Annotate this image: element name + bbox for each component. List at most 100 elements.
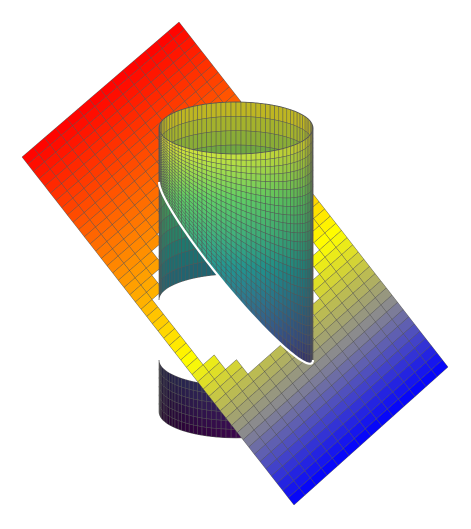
cylinder-lower-face	[177, 420, 182, 431]
cylinder-outer-face	[282, 164, 288, 174]
cylinder-outer-face	[286, 231, 291, 242]
cylinder-inner-face	[181, 237, 186, 254]
cylinder-outer-face	[296, 205, 301, 216]
cylinder-outer-face	[293, 241, 298, 251]
cylinder-outer-face	[299, 158, 303, 170]
cylinder-outer-face	[225, 153, 232, 160]
cylinder-outer-face	[274, 149, 280, 159]
cylinder-lower-face	[210, 419, 217, 429]
cylinder-outer-face	[290, 214, 295, 225]
cylinder-outer-face	[282, 238, 288, 249]
cylinder-lower-face	[206, 427, 212, 437]
cylinder-outer-face	[302, 222, 306, 233]
cylinder-outer-face	[299, 313, 303, 325]
cylinder-outer-face	[269, 189, 275, 198]
cylinder-outer-face	[304, 334, 308, 345]
cylinder-outer-face	[260, 173, 266, 182]
cylinder-outer-face	[250, 166, 257, 175]
cylinder-outer-face	[290, 162, 295, 173]
cylinder-outer-face	[286, 248, 291, 259]
cylinder-outer-face	[255, 180, 262, 189]
cylinder-lower-face	[206, 409, 212, 420]
cylinder-outer-face	[274, 220, 280, 231]
cylinder-outer-face	[269, 150, 275, 160]
cylinder-outer-face	[299, 186, 303, 198]
cylinder-outer-face	[306, 221, 310, 233]
cylinder-inner-face	[171, 269, 176, 286]
cylinder-outer-face	[286, 171, 291, 182]
cylinder-inner-face	[171, 226, 176, 243]
cylinder-outer-face	[286, 239, 291, 250]
cylinder-outer-face	[306, 145, 310, 158]
cylinder-outer-face	[278, 213, 284, 223]
cylinder-inner-face	[162, 260, 166, 278]
cylinder-inner-face	[162, 246, 166, 264]
cylinder-outer-face	[286, 154, 291, 165]
cylinder-lower-face	[197, 416, 203, 428]
cylinder-outer-face	[255, 152, 262, 161]
cylinder-inner-face	[245, 116, 252, 132]
cylinder-inner-face	[201, 261, 207, 277]
cylinder-outer-face	[293, 196, 298, 207]
cylinder-outer-face	[296, 241, 301, 252]
cylinder-inner-face	[201, 118, 207, 134]
cylinder-inner-face	[255, 116, 262, 133]
cylinder-inner-face	[265, 132, 271, 148]
cylinder-outer-face	[293, 205, 298, 216]
cylinder-lower-face	[171, 382, 176, 394]
cylinder-outer-face	[265, 151, 271, 160]
cylinder-inner-face	[304, 115, 308, 133]
cylinder-outer-face	[274, 157, 280, 167]
cylinder-lower-face	[171, 400, 176, 411]
cylinder-outer-face	[290, 240, 295, 251]
cylinder-outer-face	[302, 287, 306, 298]
cylinder-outer-face	[240, 153, 247, 161]
cylinder-outer-face	[278, 229, 284, 240]
cylinder-lower-face	[171, 374, 176, 385]
cylinder-outer-face	[260, 151, 266, 161]
cylinder-outer-face	[304, 240, 308, 252]
cylinder-outer-face	[302, 278, 306, 289]
cylinder-inner-face	[197, 132, 203, 149]
cylinder-outer-face	[302, 342, 306, 354]
cylinder-lower-face	[164, 412, 168, 425]
cylinder-inner-face	[166, 243, 170, 261]
cylinder-lower-face	[174, 410, 179, 421]
cylinder-outer-face	[245, 166, 252, 174]
cylinder-outer-face	[299, 268, 303, 279]
cylinder-outer-face	[230, 159, 237, 167]
cylinder-inner-face	[188, 249, 194, 266]
cylinder-lower-face	[220, 419, 227, 430]
cylinder-inner-face	[192, 105, 198, 122]
cylinder-outer-face	[302, 176, 306, 188]
cylinder-outer-face	[299, 232, 303, 243]
cylinder-lower-face	[171, 408, 176, 420]
cylinder-outer-face	[304, 175, 308, 187]
cylinder-inner-face	[290, 123, 295, 140]
cylinder-inner-face	[201, 132, 207, 148]
cylinder-outer-face	[304, 269, 308, 280]
cylinder-outer-face	[299, 250, 303, 261]
cylinder-outer-face	[265, 181, 271, 190]
cylinder-inner-face	[274, 133, 280, 150]
cylinder-outer-face	[306, 268, 310, 279]
cylinder-inner-face	[184, 264, 190, 281]
cylinder-outer-face	[286, 206, 291, 216]
cylinder-outer-face	[265, 188, 271, 198]
cylinder-top-rim	[158, 101, 314, 155]
cylinder-inner-face	[177, 266, 182, 284]
cylinder-inner-face	[197, 104, 203, 121]
cylinder-inner-face	[278, 106, 284, 123]
cylinder-outer-face	[304, 203, 308, 215]
cylinder-lower-face	[197, 399, 203, 410]
cylinder-outer-face	[296, 276, 301, 288]
cylinder-outer-face	[290, 197, 295, 207]
cylinder-outer-face	[220, 158, 227, 165]
cylinder-outer-face	[296, 214, 301, 225]
cylinder-inner-face	[162, 203, 166, 221]
cylinder-lower-face	[215, 410, 222, 421]
cylinder-outer-face	[304, 146, 308, 159]
cylinder-outer-face	[306, 240, 310, 251]
cylinder-outer-face	[230, 153, 237, 161]
cylinder-outer-face	[282, 222, 288, 232]
